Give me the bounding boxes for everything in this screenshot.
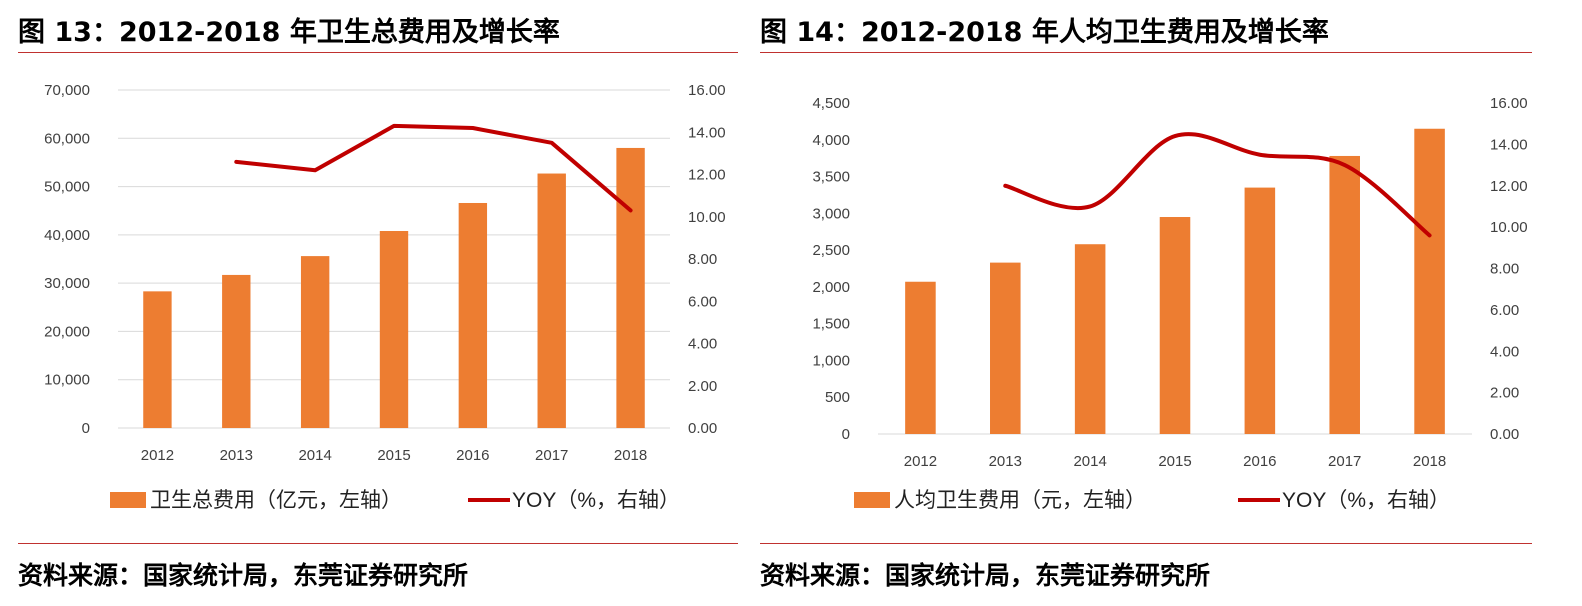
x-tick-label: 2016 xyxy=(1243,453,1276,470)
yoy-line xyxy=(1003,132,1432,238)
y-left-tick-label: 20,000 xyxy=(44,323,90,340)
chart-13: 0 10,000 20,000 30,000 40,000 50,000 60,000 70,… xyxy=(44,82,726,512)
legend-label-line: YOY（%，右轴） xyxy=(512,489,680,512)
y-left-tick-label: 30,000 xyxy=(44,275,90,292)
yoy-point xyxy=(630,209,632,211)
y-right-tick-label: 2.00 xyxy=(688,378,717,395)
y-right-tick-label: 14.00 xyxy=(688,124,726,141)
bar xyxy=(1329,155,1360,434)
source-note: 资料来源：国家统计局，东莞证券研究所 xyxy=(18,561,469,590)
bar xyxy=(379,230,409,428)
y-right-tick-label: 16.00 xyxy=(1490,95,1528,112)
bar xyxy=(616,147,645,428)
y-right-tick-label: 6.00 xyxy=(1490,302,1519,319)
x-tick-label: 2012 xyxy=(904,453,937,470)
yoy-point xyxy=(1174,135,1176,137)
yoy-point xyxy=(1259,154,1261,156)
y-left-tick-label: 0 xyxy=(842,426,850,443)
y-left-tick-label: 2,500 xyxy=(812,242,850,259)
yoy-point xyxy=(1004,185,1006,187)
bar xyxy=(1159,217,1191,434)
y-right-tick-label: 16.00 xyxy=(688,82,726,99)
y-left-tick-label: 3,500 xyxy=(812,169,850,186)
figure-13-panel: 图 13：2012-2018 年卫生总费用及增长率 0 10,000 20,000 3… xyxy=(0,0,780,606)
y-right-tick-label: 0.00 xyxy=(688,420,717,437)
y-left-tick-label: 70,000 xyxy=(44,82,90,99)
y-right-tick-label: 2.00 xyxy=(1490,385,1519,402)
legend-label-line: YOY（%，右轴） xyxy=(1282,489,1450,512)
x-tick-label: 2015 xyxy=(377,447,410,464)
bar xyxy=(1244,187,1276,434)
title-rule xyxy=(760,52,1532,53)
y-left-tick-label: 3,000 xyxy=(812,205,850,222)
y-right-tick-label: 10.00 xyxy=(1490,219,1528,236)
x-tick-label: 2017 xyxy=(535,447,568,464)
y-left-tick-label: 10,000 xyxy=(44,372,90,389)
figure-title: 图 14：2012-2018 年人均卫生费用及增长率 xyxy=(760,17,1329,48)
source-rule xyxy=(18,543,738,544)
title-rule xyxy=(18,52,738,53)
yoy-point xyxy=(551,142,553,144)
figure-title: 图 13：2012-2018 年卫生总费用及增长率 xyxy=(18,17,560,48)
x-tick-label: 2018 xyxy=(614,447,647,464)
source-note: 资料来源：国家统计局，东莞证券研究所 xyxy=(760,561,1211,590)
x-tick-label: 2012 xyxy=(141,447,174,464)
yoy-point xyxy=(235,161,237,163)
y-right-tick-label: 8.00 xyxy=(1490,261,1519,278)
bar xyxy=(143,291,172,428)
x-tick-label: 2018 xyxy=(1413,453,1446,470)
yoy-point xyxy=(472,127,474,129)
yoy-point xyxy=(393,125,395,127)
bar xyxy=(905,281,936,434)
y-left-tick-label: 40,000 xyxy=(44,227,90,244)
y-left-tick-label: 1,500 xyxy=(812,316,850,333)
y-right-tick-label: 8.00 xyxy=(688,251,717,268)
y-right-tick-label: 14.00 xyxy=(1490,136,1528,153)
legend-label-bar: 人均卫生费用（元，左轴） xyxy=(894,489,1146,512)
y-right-tick-label: 10.00 xyxy=(688,209,726,226)
yoy-line xyxy=(234,123,633,213)
y-left-tick-label: 4,500 xyxy=(812,95,850,112)
yoy-point xyxy=(1344,164,1346,166)
x-tick-label: 2014 xyxy=(298,447,331,464)
yoy-point xyxy=(1089,205,1091,207)
y-right-tick-label: 12.00 xyxy=(688,167,726,184)
y-left-tick-label: 1,000 xyxy=(812,352,850,369)
yoy-point xyxy=(314,169,316,171)
bar xyxy=(1074,244,1106,434)
y-right-tick-label: 12.00 xyxy=(1490,178,1528,195)
source-rule xyxy=(760,543,1532,544)
yoy-point xyxy=(1429,234,1431,236)
figure-14-panel: 图 14：2012-2018 年人均卫生费用及增长率 0 500 1,000 1,50… xyxy=(738,0,1532,606)
legend-swatch-bar xyxy=(110,492,146,508)
y-right-tick-label: 0.00 xyxy=(1490,426,1519,443)
bar xyxy=(990,262,1021,434)
y-right-tick-label: 4.00 xyxy=(688,336,717,353)
x-tick-label: 2015 xyxy=(1158,453,1191,470)
bar xyxy=(1414,128,1445,434)
y-right-tick-label: 6.00 xyxy=(688,293,717,310)
y-left-tick-label: 2,000 xyxy=(812,279,850,296)
bar xyxy=(300,256,330,428)
y-left-tick-label: 4,000 xyxy=(812,132,850,149)
bar xyxy=(458,202,488,428)
y-left-tick-label: 0 xyxy=(82,420,90,437)
y-right-tick-label: 4.00 xyxy=(1490,343,1519,360)
x-tick-label: 2013 xyxy=(220,447,253,464)
legend-swatch-bar xyxy=(854,492,890,508)
y-left-tick-label: 500 xyxy=(825,389,850,406)
y-left-tick-label: 60,000 xyxy=(44,130,90,147)
x-tick-label: 2016 xyxy=(456,447,489,464)
x-tick-label: 2017 xyxy=(1328,453,1361,470)
y-left-tick-label: 50,000 xyxy=(44,179,90,196)
bar xyxy=(222,274,251,428)
bar xyxy=(537,173,566,428)
legend-label-bar: 卫生总费用（亿元，左轴） xyxy=(150,489,402,512)
x-tick-label: 2014 xyxy=(1073,453,1106,470)
chart-14: 0 500 1,000 1,500 2,000 2,500 3,000 3,500 4,000 4… xyxy=(812,95,1528,512)
x-tick-label: 2013 xyxy=(989,453,1022,470)
